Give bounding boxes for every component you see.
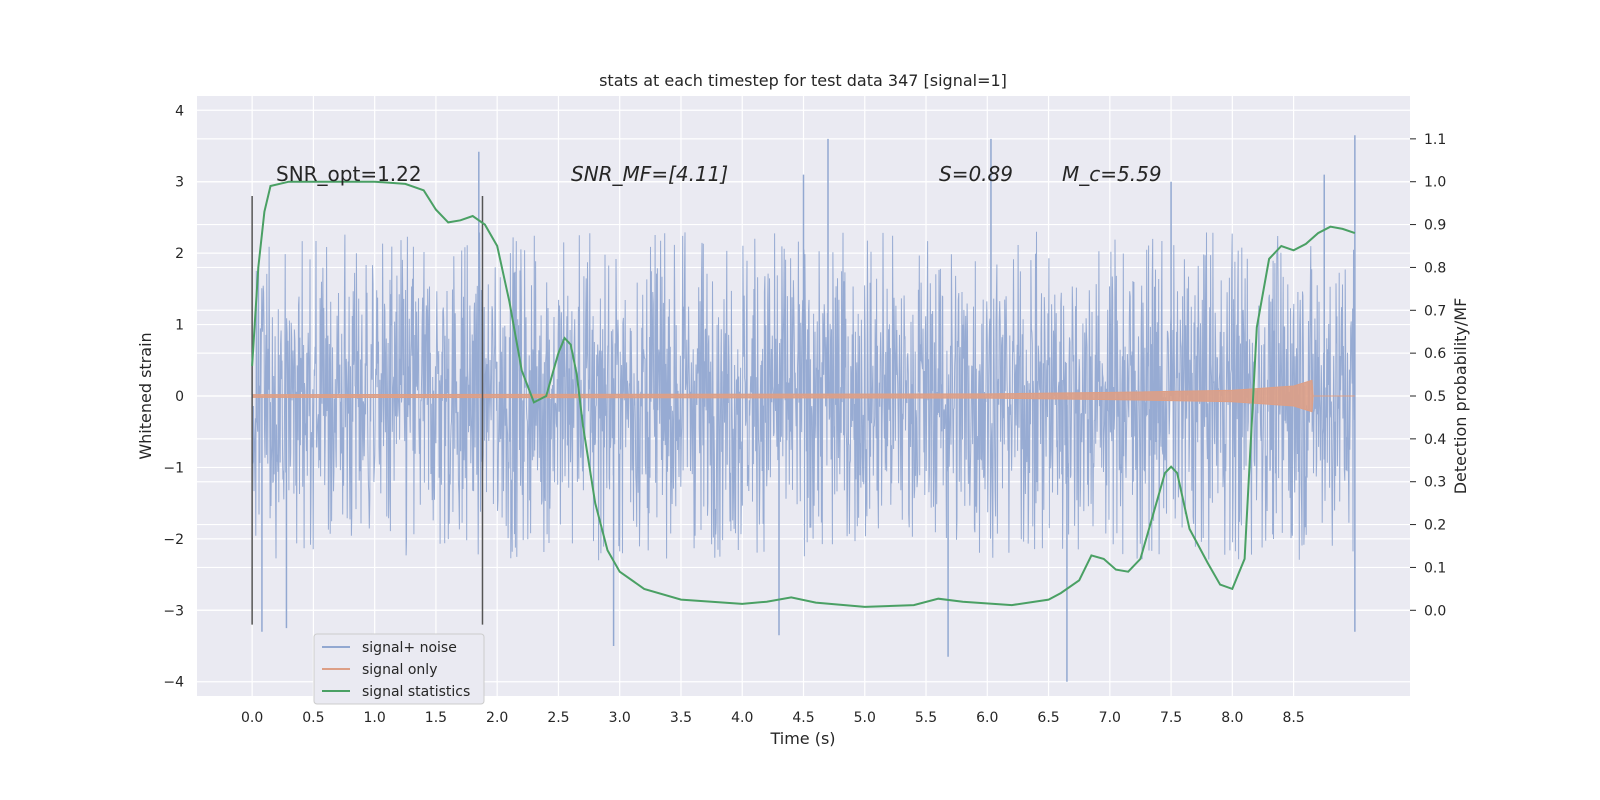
x-tick-label: 0.0 (241, 710, 263, 726)
legend-box (313, 633, 485, 705)
y-tick-label: 4 (175, 103, 184, 119)
legend-label-noise: signal+ noise (362, 640, 457, 656)
y-tick-labels: 4 3 2 1 0 −1 −2 −3 −4 (163, 103, 184, 690)
y2-tick-label: 1.1 (1424, 132, 1446, 148)
legend-label-stats: signal statistics (362, 684, 470, 700)
annotation-mc: M_c=5.59 (1062, 162, 1162, 186)
y2-tick-label: 0.7 (1424, 303, 1446, 319)
x-tick-label: 7.0 (1099, 710, 1121, 726)
x-tick-label: 5.0 (854, 710, 876, 726)
legend: signal+ noise signal only signal statist… (313, 633, 485, 705)
annotations: SNR_opt=1.22 SNR_MF=[4.11] S=0.89 M_c=5.… (276, 162, 1162, 186)
x-tick-label: 8.0 (1221, 710, 1243, 726)
y-tick-label: −2 (163, 532, 184, 548)
x-tick-label: 4.0 (731, 710, 753, 726)
y2-tick-label: 0.5 (1424, 389, 1446, 405)
y2-tick-label: 0.0 (1424, 603, 1446, 619)
y2-tick-label: 0.3 (1424, 475, 1446, 491)
y2-tick-label: 1.0 (1424, 175, 1446, 191)
x-tick-label: 6.5 (1037, 710, 1059, 726)
y2-tick-label: 0.8 (1424, 260, 1446, 276)
x-tick-label: 3.0 (609, 710, 631, 726)
signal-statistics-series (251, 180, 1356, 608)
y-tick-label: −1 (163, 460, 184, 476)
y2-tick-label: 0.1 (1424, 560, 1446, 576)
x-tick-labels: 0.0 0.5 1.0 1.5 2.0 2.5 3.0 3.5 4.0 4.5 5.0 5.5 6.0 6… (241, 710, 1305, 726)
y-tick-label: 0 (175, 389, 184, 405)
x-tick-label: 1.0 (364, 710, 386, 726)
noise-series (251, 135, 1356, 682)
x-tick-label: 8.5 (1282, 710, 1304, 726)
x-tick-label: 0.5 (302, 710, 324, 726)
y-tick-label: 3 (175, 175, 184, 191)
signal-envelope (251, 379, 1355, 413)
y-tick-label: −3 (163, 603, 184, 619)
x-tick-label: 4.5 (792, 710, 814, 726)
x-tick-label: 2.5 (547, 710, 569, 726)
vertical-markers (251, 196, 484, 625)
x-tick-label: 6.0 (976, 710, 998, 726)
y-tick-label: 1 (175, 318, 184, 334)
chart-title: stats at each timestep for test data 347… (599, 71, 1007, 90)
y2-tick-label: 0.6 (1424, 346, 1446, 362)
y-axis-label: Whitened strain (136, 332, 155, 459)
annotation-snr-opt: SNR_opt=1.22 (276, 162, 422, 186)
y2-axis-label: Detection probability/MF (1451, 298, 1470, 495)
y2-tick-label: 0.9 (1424, 218, 1446, 234)
y2-tick-label: 0.4 (1424, 432, 1446, 448)
x-tick-label: 3.5 (670, 710, 692, 726)
y-tick-label: 2 (175, 246, 184, 262)
y2-tick-label: 0.2 (1424, 518, 1446, 534)
x-tick-label: 5.5 (915, 710, 937, 726)
y-tick-label: −4 (163, 675, 184, 691)
annotation-s: S=0.89 (939, 162, 1013, 186)
legend-label-signal: signal only (362, 662, 437, 678)
x-axis-label: Time (s) (769, 729, 835, 748)
signal-only-series (251, 379, 1355, 413)
stats-line (251, 180, 1356, 608)
x-tick-label: 1.5 (425, 710, 447, 726)
x-tick-label: 2.0 (486, 710, 508, 726)
annotation-snr-mf: SNR_MF=[4.11] (571, 162, 728, 186)
y2-tick-labels: 1.1 1.0 0.9 0.8 0.7 0.6 0.5 0.4 0.3 0.2 0.1 0.0 (1410, 132, 1446, 619)
x-tick-label: 7.5 (1160, 710, 1182, 726)
